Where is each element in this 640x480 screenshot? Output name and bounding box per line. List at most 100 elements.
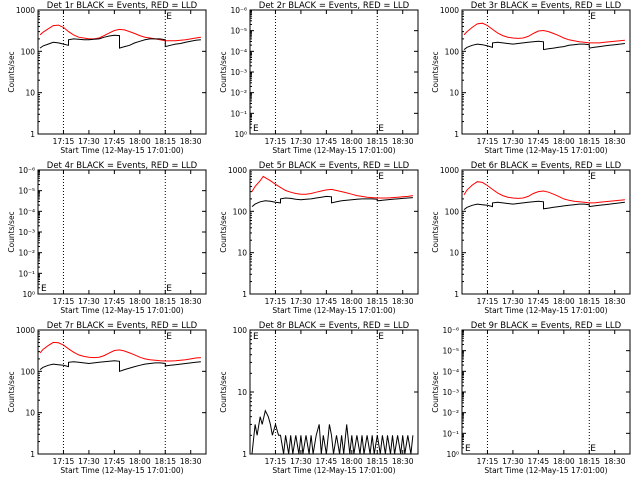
y-axis-label: Counts/sec xyxy=(431,211,440,252)
x-tick-label: 18:15 xyxy=(154,297,176,306)
series-line-0 xyxy=(39,24,201,42)
plot-frame xyxy=(37,329,207,455)
y-tick-label: 10⁻⁴ xyxy=(230,47,247,56)
y-tick-label: 10⁰ xyxy=(446,450,459,459)
y-axis-label: Counts/sec xyxy=(7,51,16,92)
y-tick-label: 100 xyxy=(233,207,248,216)
y-tick-label: 1 xyxy=(454,130,459,139)
y-tick-label: 100 xyxy=(445,47,460,56)
x-tick-label: 18:15 xyxy=(154,457,176,466)
y-axis-label: Counts/sec xyxy=(431,51,440,92)
y-axis-label: Counts/sec xyxy=(219,371,228,412)
y-tick-label: 1 xyxy=(30,130,35,139)
y-tick-label: 10 xyxy=(25,89,35,98)
x-tick-label: 18:00 xyxy=(553,457,575,466)
x-tick-label: 17:30 xyxy=(502,457,524,466)
series-line-1 xyxy=(251,195,413,207)
panel-det1r: Det 1r BLACK = Events, RED = LLD 1 10 100 10… xyxy=(7,1,207,155)
x-tick-label: 18:00 xyxy=(129,457,151,466)
x-tick-label: 18:30 xyxy=(180,137,202,146)
event-marker: E xyxy=(378,124,384,134)
y-tick-label: 10 xyxy=(237,249,247,258)
series-line-1 xyxy=(463,40,625,51)
y-tick-label: 10⁻² xyxy=(230,89,247,98)
panel-title: Det 7r BLACK = Events, RED = LLD xyxy=(47,321,198,331)
y-tick-label: 1 xyxy=(30,450,35,459)
event-marker: E xyxy=(378,332,384,342)
panel-title: Det 3r BLACK = Events, RED = LLD xyxy=(471,1,622,11)
x-tick-label: 17:30 xyxy=(290,137,312,146)
x-tick-label: 17:15 xyxy=(477,297,499,306)
y-tick-label: 100 xyxy=(445,207,460,216)
x-axis-label: Start Time (12-May-15 17:01:00) xyxy=(60,466,183,475)
x-tick-label: 17:15 xyxy=(477,137,499,146)
series-line-0 xyxy=(463,22,625,44)
y-tick-label: 10 xyxy=(25,409,35,418)
y-axis-label: Counts/sec xyxy=(7,211,16,252)
panel-det2r: Det 2r BLACK = Events, RED = LLD 10⁰ 10⁻¹ 1… xyxy=(219,1,419,155)
x-tick-label: 17:30 xyxy=(78,297,100,306)
x-tick-label: 18:15 xyxy=(578,137,600,146)
y-tick-label: 100 xyxy=(233,326,248,335)
x-tick-label: 17:30 xyxy=(502,137,524,146)
panel-title: Det 4r BLACK = Events, RED = LLD xyxy=(47,161,198,171)
y-tick-label: 1 xyxy=(242,290,247,299)
x-tick-label: 18:15 xyxy=(366,457,388,466)
event-marker: E xyxy=(41,284,47,294)
y-tick-label: 10⁻¹ xyxy=(442,429,459,438)
y-tick-label: 1000 xyxy=(440,166,459,175)
panel-det6r: Det 6r BLACK = Events, RED = LLD 1 10 100 10… xyxy=(431,161,631,315)
y-axis-label: Counts/sec xyxy=(219,51,228,92)
x-axis-label: Start Time (12-May-15 17:01:00) xyxy=(484,466,607,475)
panel-title: Det 6r BLACK = Events, RED = LLD xyxy=(471,161,622,171)
plot-frame xyxy=(461,9,631,135)
x-tick-label: 18:30 xyxy=(604,297,626,306)
plot-frame xyxy=(249,169,419,295)
event-marker: E xyxy=(253,332,259,342)
y-tick-label: 10⁻⁵ xyxy=(18,187,35,196)
y-tick-label: 10⁰ xyxy=(22,290,35,299)
x-axis-label: Start Time (12-May-15 17:01:00) xyxy=(272,146,395,155)
panel-det5r: Det 5r BLACK = Events, RED = LLD 1 10 100 10… xyxy=(219,161,419,315)
y-tick-label: 10⁻⁶ xyxy=(18,166,35,175)
event-marker: E xyxy=(253,124,259,134)
x-tick-label: 17:15 xyxy=(265,137,287,146)
x-axis-label: Start Time (12-May-15 17:01:00) xyxy=(60,146,183,155)
x-tick-label: 17:45 xyxy=(104,457,126,466)
x-tick-label: 18:15 xyxy=(578,297,600,306)
x-axis-label: Start Time (12-May-15 17:01:00) xyxy=(484,306,607,315)
y-tick-label: 10⁻⁴ xyxy=(442,367,459,376)
series-line-0 xyxy=(39,341,201,362)
panel-det8r: Det 8r BLACK = Events, RED = LLD 1 10 100 17… xyxy=(219,321,419,475)
x-tick-label: 17:45 xyxy=(104,297,126,306)
y-tick-label: 10⁻² xyxy=(442,409,459,418)
y-tick-label: 1000 xyxy=(16,326,35,335)
x-tick-label: 17:45 xyxy=(316,457,338,466)
x-tick-label: 17:45 xyxy=(104,137,126,146)
x-tick-label: 18:00 xyxy=(341,457,363,466)
x-axis-label: Start Time (12-May-15 17:01:00) xyxy=(60,306,183,315)
x-tick-label: 18:00 xyxy=(341,297,363,306)
x-tick-label: 18:15 xyxy=(578,457,600,466)
panel-title: Det 8r BLACK = Events, RED = LLD xyxy=(259,321,410,331)
x-tick-label: 18:30 xyxy=(180,297,202,306)
y-tick-label: 10⁰ xyxy=(234,130,247,139)
event-marker: E xyxy=(465,444,471,454)
x-tick-label: 17:45 xyxy=(528,297,550,306)
y-tick-label: 10⁻² xyxy=(18,249,35,258)
y-tick-label: 1000 xyxy=(16,6,35,15)
y-tick-label: 10⁻⁴ xyxy=(18,207,35,216)
x-tick-label: 17:15 xyxy=(53,297,75,306)
series-line-1 xyxy=(39,360,201,372)
y-tick-label: 10⁻¹ xyxy=(18,269,35,278)
y-tick-label: 10 xyxy=(449,249,459,258)
series-line-0 xyxy=(463,181,625,204)
y-axis-label: Counts/sec xyxy=(219,211,228,252)
y-tick-label: 10⁻⁵ xyxy=(230,27,247,36)
x-tick-label: 17:30 xyxy=(290,297,312,306)
event-marker: E xyxy=(590,444,596,454)
x-tick-label: 17:15 xyxy=(265,297,287,306)
series-line-1 xyxy=(463,200,625,211)
panel-det7r: Det 7r BLACK = Events, RED = LLD 1 10 100 10… xyxy=(7,321,207,475)
